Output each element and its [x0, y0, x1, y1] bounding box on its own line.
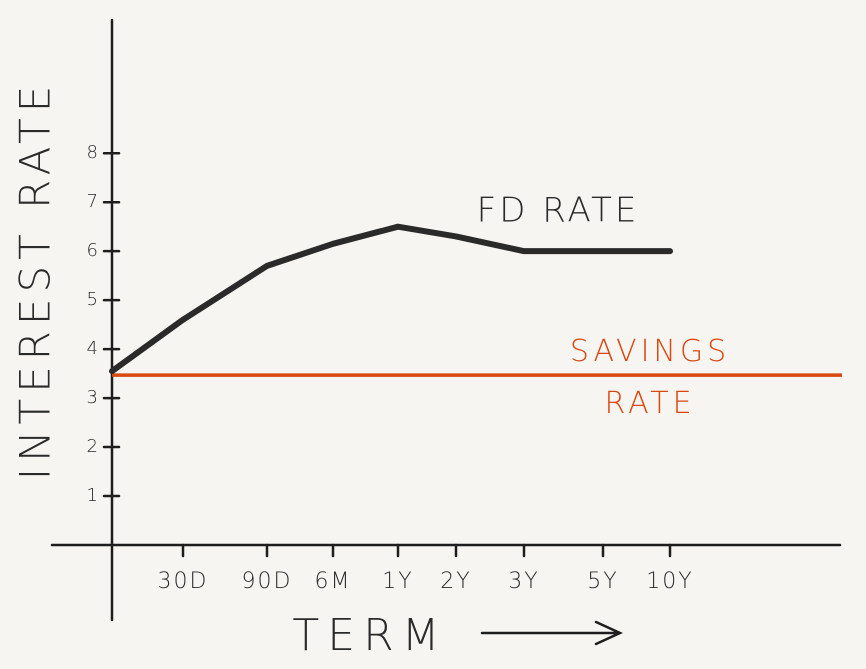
y-tick-label: 5	[87, 289, 98, 310]
y-tick-label: 2	[87, 436, 98, 457]
savings-label: SAVINGS RATE	[569, 334, 731, 421]
x-tick-label: 1Y	[382, 569, 413, 594]
y-tick-label: 3	[87, 387, 98, 408]
x-arrow	[480, 620, 624, 646]
x-tick-label: 30D	[158, 569, 209, 594]
series-label: FD RATE	[477, 191, 640, 231]
y-tick-label: 4	[87, 338, 98, 359]
y-tick-label: 6	[87, 240, 98, 261]
y-tick-label: 8	[87, 142, 98, 163]
x-tick-label: 90D	[242, 569, 293, 594]
y-axis-title: INTEREST RATE	[11, 80, 60, 481]
fd-line	[109, 223, 673, 375]
x-tick-label: 2Y	[440, 569, 471, 594]
x-tick-label: 3Y	[508, 569, 539, 594]
y-tick-label: 1	[87, 485, 98, 506]
x-axis-title: TERM	[292, 610, 447, 661]
x-tick-label: 5Y	[587, 569, 618, 594]
x-tick-label: 6M	[315, 569, 352, 594]
x-tick-label: 10Y	[646, 569, 693, 594]
y-tick-label: 7	[87, 191, 98, 212]
